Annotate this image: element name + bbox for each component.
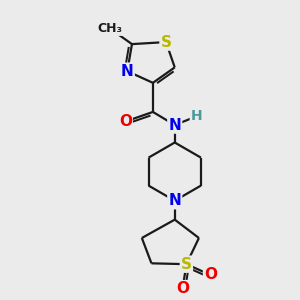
Text: S: S xyxy=(181,257,192,272)
Text: N: N xyxy=(168,118,181,133)
Text: O: O xyxy=(204,268,217,283)
Text: S: S xyxy=(160,34,172,50)
Text: O: O xyxy=(119,114,132,129)
Text: N: N xyxy=(168,193,181,208)
Text: CH₃: CH₃ xyxy=(97,22,122,35)
Text: H: H xyxy=(191,109,203,123)
Text: N: N xyxy=(121,64,134,79)
Text: O: O xyxy=(176,281,189,296)
